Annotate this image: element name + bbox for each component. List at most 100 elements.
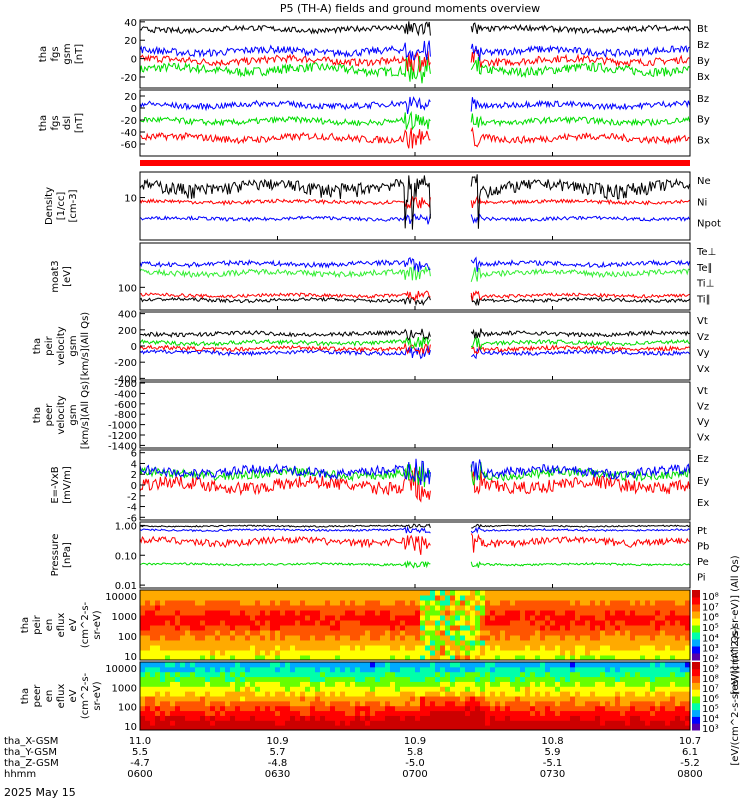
spec-cell	[325, 676, 331, 682]
spec-cell	[215, 686, 221, 692]
colorbar-s2-1	[692, 716, 700, 724]
spec-cell	[615, 590, 621, 596]
spec-cell	[370, 615, 376, 621]
spec-cell	[535, 595, 541, 601]
colorbar-s2-8	[692, 668, 700, 677]
spec-cell	[570, 700, 576, 707]
spec-cell	[415, 671, 421, 678]
spec-cell	[630, 655, 636, 661]
spec-cell	[580, 610, 586, 616]
spec-cell	[215, 645, 221, 651]
spec-cell	[615, 600, 621, 606]
spec-cell	[245, 686, 251, 692]
spec-cell	[275, 671, 281, 678]
spec-cell	[440, 630, 446, 636]
spec-cell	[420, 645, 426, 651]
legend-p3-2: Npot	[697, 219, 721, 230]
spec-cell	[340, 645, 346, 651]
spec-cell	[640, 645, 646, 651]
spec-cell	[370, 691, 376, 697]
spec-cell	[155, 666, 161, 673]
spec-cell	[325, 615, 331, 621]
spec-cell	[420, 681, 426, 687]
spec-cell	[650, 600, 656, 606]
spec-cell	[345, 662, 351, 668]
spec-cell	[595, 671, 601, 678]
spec-cell	[215, 620, 221, 626]
spec-cell	[210, 610, 216, 616]
spec-cell	[165, 720, 171, 726]
spec-cell	[290, 671, 296, 678]
spec-cell	[590, 700, 596, 707]
spec-cell	[490, 715, 496, 721]
spec-cell	[580, 720, 586, 726]
spec-cell	[655, 595, 661, 601]
spec-cell	[490, 686, 496, 692]
frame-p3	[139, 171, 691, 241]
spec-cell	[325, 635, 331, 641]
spec-cell	[180, 666, 186, 673]
spec-cell	[675, 615, 681, 621]
spec-cell	[575, 725, 581, 731]
spec-cell	[615, 666, 621, 673]
spec-cell	[450, 676, 456, 682]
spec-cell	[345, 725, 351, 731]
spec-cell	[210, 655, 216, 661]
spec-cell	[595, 691, 601, 697]
spec-cell	[555, 645, 561, 651]
spec-cell	[660, 610, 666, 616]
spec-cell	[355, 686, 361, 692]
spec-cell	[545, 630, 551, 636]
spec-cell	[195, 671, 201, 678]
spec-cell	[350, 600, 356, 606]
spec-cell	[265, 635, 271, 641]
spec-cell	[180, 700, 186, 707]
legend-p6-2: Vy	[697, 417, 710, 428]
spec-cell	[610, 686, 616, 692]
ylabel-p3-2: [cm-3]	[68, 189, 79, 222]
spec-cell	[190, 640, 196, 646]
colorbar-s1-0	[692, 653, 700, 661]
series-p8-0	[139, 559, 690, 569]
spec-cell	[520, 600, 526, 606]
spec-cell	[415, 725, 421, 731]
frame-p5	[139, 311, 691, 381]
spec-cell	[165, 595, 171, 601]
spec-cell	[530, 610, 536, 616]
spec-cell	[540, 662, 546, 668]
spec-cell	[165, 655, 171, 661]
spec-cell	[550, 605, 556, 611]
spec-cell	[150, 662, 156, 668]
spec-cell	[415, 625, 421, 631]
spec-cell	[335, 650, 341, 656]
ephem-label-0: tha_X-GSM	[4, 736, 58, 747]
spec-cell	[435, 691, 441, 697]
spec-cell	[445, 662, 451, 668]
spec-cell	[505, 691, 511, 697]
spec-cell	[560, 662, 566, 668]
spec-cell	[175, 686, 181, 692]
spec-cell	[525, 671, 531, 678]
spec-cell	[200, 595, 206, 601]
spec-cell	[600, 700, 606, 707]
spec-cell	[445, 720, 451, 726]
spec-cell	[205, 620, 211, 626]
spec-cell	[535, 655, 541, 661]
spec-cell	[490, 676, 496, 682]
spec-cell	[330, 625, 336, 631]
spec-cell	[455, 662, 461, 668]
spec-cell	[160, 630, 166, 636]
spec-cell	[455, 645, 461, 651]
spec-cell	[680, 630, 686, 636]
spec-cell	[185, 595, 191, 601]
spec-cell	[665, 676, 671, 682]
spec-cell	[400, 640, 406, 646]
spec-cell	[495, 720, 501, 726]
spec-cell	[670, 710, 676, 716]
spec-cell	[590, 681, 596, 687]
spec-cell	[345, 705, 351, 712]
spec-cell	[635, 600, 641, 606]
spec-cell	[575, 600, 581, 606]
spec-cell	[660, 720, 666, 726]
